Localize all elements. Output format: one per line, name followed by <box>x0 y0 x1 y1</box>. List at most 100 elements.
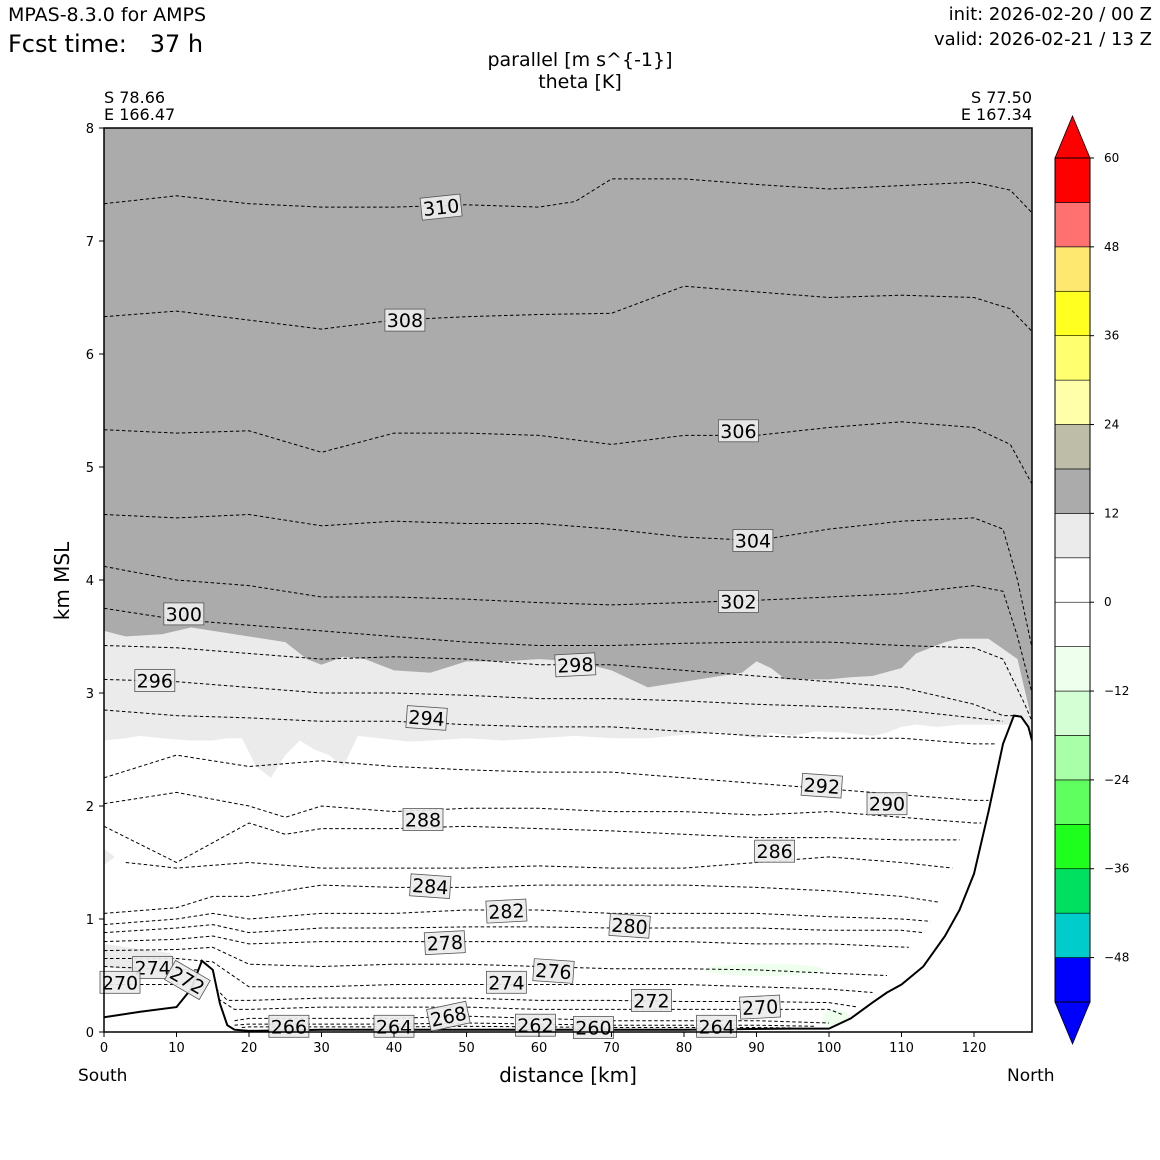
colorbar-band <box>1054 557 1091 603</box>
y-tick-label: 3 <box>86 687 94 702</box>
valid-time: valid: 2026-02-21 / 13 Z <box>934 29 1152 50</box>
y-axis-label: km MSL <box>50 541 74 621</box>
theta-contour-296 <box>104 678 1004 722</box>
contour-label-text: 278 <box>426 932 463 956</box>
contour-label-288: 288 <box>402 808 444 832</box>
x-tick-label: 110 <box>889 1041 914 1056</box>
y-tick-label: 0 <box>86 1026 94 1041</box>
contour-label-264: 264 <box>696 1014 737 1038</box>
contour-label-box <box>134 669 176 692</box>
contour-label-270: 270 <box>739 994 782 1020</box>
terrain-layer <box>104 714 1032 1032</box>
contour-label-text: 272 <box>633 990 669 1012</box>
x-tick-label: 20 <box>241 1041 258 1056</box>
terrain-line <box>104 714 1032 1032</box>
contour-label-text: 260 <box>575 1018 611 1040</box>
contour-label-274: 274 <box>132 956 174 980</box>
contour-label-box <box>423 930 466 956</box>
colorbar-tick-label: 24 <box>1104 418 1119 432</box>
colorbar-band <box>1054 335 1091 381</box>
theta-contour-278 <box>104 935 909 948</box>
colorbar-band <box>1054 824 1091 870</box>
wind-fill-layer <box>104 128 1032 1032</box>
contour-label-box <box>754 839 795 863</box>
contour-label-box <box>718 419 759 443</box>
theta-contour-302 <box>104 565 1032 694</box>
contour-label-text: 302 <box>720 592 756 614</box>
theta-contour-308 <box>104 285 1032 332</box>
y-tick-label: 6 <box>86 348 94 363</box>
contour-label-box <box>866 792 908 816</box>
contour-label-box <box>515 1013 556 1037</box>
left-endpoint-lat: S 78.66 <box>104 88 166 107</box>
contour-label-text: 276 <box>535 960 573 984</box>
contour-label-text: 264 <box>376 1016 412 1038</box>
contour-label-text: 264 <box>698 1016 734 1038</box>
left-endpoint-coords: S 78.66 E 166.47 <box>104 89 175 123</box>
colorbar-frame <box>1054 157 1091 1003</box>
contour-label-290: 290 <box>866 792 908 816</box>
contour-label-text: 274 <box>134 958 170 980</box>
contour-label-284: 284 <box>409 873 452 899</box>
theta-contour-280 <box>104 924 924 934</box>
contour-label-310: 310 <box>419 193 463 221</box>
contour-label-box <box>608 913 651 939</box>
theta-contour-286 <box>125 856 953 869</box>
y-tick-label: 7 <box>86 235 94 250</box>
colorbar-tick-label: −48 <box>1104 951 1129 965</box>
theta-contour-300 <box>104 607 1032 722</box>
theta-contour-274 <box>104 958 873 993</box>
contour-label-text: 304 <box>735 531 771 553</box>
forecast-time: Fcst time: 37 h <box>8 30 204 58</box>
x-tick-label: 0 <box>100 1041 108 1056</box>
y-tick-label: 2 <box>86 800 94 815</box>
contour-label-box <box>384 308 426 332</box>
contour-label-layer: 310 308 306 304 302 300 298 296 294 292 290 288 286 2… <box>99 193 908 1040</box>
init-time: init: 2026-02-20 / 00 Z <box>948 4 1152 25</box>
theta-contour-306 <box>104 421 1032 485</box>
x-tick-label: 60 <box>531 1041 548 1056</box>
fill-patch-edge <box>104 848 115 865</box>
axes-layer: 0 10 20 30 40 50 60 70 80 90 100 110 120 0 1 2 3 4 5 6 7 8 <box>86 122 987 1056</box>
colorbar-band <box>1054 912 1091 958</box>
contour-label-text: 308 <box>387 310 423 332</box>
theta-contour-272 <box>104 966 859 1008</box>
contour-label-298: 298 <box>554 652 597 678</box>
colorbar-tick-label: 12 <box>1104 506 1119 520</box>
model-title: MPAS-8.3.0 for AMPS <box>8 4 207 26</box>
colorbar-band <box>1054 868 1091 914</box>
contour-label-text: 286 <box>756 841 792 863</box>
contour-label-260: 260 <box>573 1016 614 1040</box>
colorbar-tick-label: −24 <box>1104 773 1129 787</box>
contour-label-270: 270 <box>99 970 141 994</box>
fill-patch-negative-1 <box>703 963 824 976</box>
contour-label-302: 302 <box>718 590 759 614</box>
x-axis-label: distance [km] <box>499 1063 637 1087</box>
contour-label-text: 274 <box>488 972 524 994</box>
contour-label-308: 308 <box>384 308 426 332</box>
y-tick-label: 4 <box>86 574 94 589</box>
contour-label-306: 306 <box>718 419 759 443</box>
contour-label-304: 304 <box>732 529 774 553</box>
fill-band-12-18 <box>104 128 1032 722</box>
theta-contour-284 <box>104 884 938 914</box>
contour-label-text: 288 <box>405 810 441 832</box>
colorbar-band <box>1054 735 1091 781</box>
contour-label-262: 262 <box>515 1013 556 1037</box>
contour-label-286: 286 <box>754 839 795 863</box>
contour-label-272: 272 <box>631 989 672 1012</box>
north-label: North <box>1007 1066 1055 1086</box>
x-tick-label: 30 <box>313 1041 330 1056</box>
y-tick-label: 5 <box>86 461 94 476</box>
contour-label-text: 290 <box>869 794 905 816</box>
contour-label-278: 278 <box>423 930 466 956</box>
colorbar-band <box>1054 246 1091 292</box>
contour-label-text: 282 <box>488 900 525 924</box>
contour-label-box <box>485 898 528 924</box>
contour-label-text: 298 <box>557 654 594 678</box>
contour-label-box <box>409 873 452 899</box>
colorbar-band <box>1054 424 1091 470</box>
colorbar-band <box>1054 779 1091 825</box>
contour-label-282: 282 <box>485 898 528 924</box>
